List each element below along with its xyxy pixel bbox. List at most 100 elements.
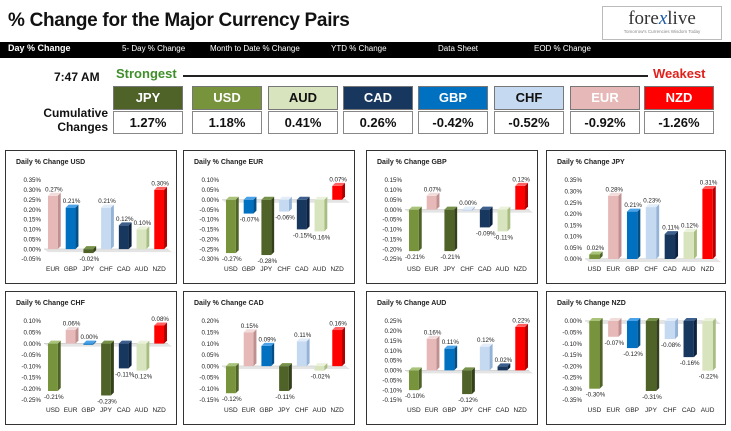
chart-title: Daily % Change EUR <box>194 159 263 166</box>
chart-svg-chf: Daily % Change CHF 0.10% 0.05% 0.00% -0.05% -… <box>16 300 172 414</box>
y-tick-label: -0.20% <box>199 236 219 243</box>
bar-jpy <box>462 367 475 395</box>
y-tick-label: 0.10% <box>23 318 41 325</box>
y-tick-label: -0.15% <box>199 227 219 234</box>
bar-front <box>589 254 600 259</box>
bar-top <box>279 363 292 367</box>
bar-side <box>436 335 440 371</box>
bar-side <box>253 196 257 214</box>
bar-chf <box>462 206 475 211</box>
bar-cad <box>479 206 493 228</box>
y-tick-label: 0.00% <box>564 318 582 325</box>
bar-side <box>471 206 475 211</box>
bar-front <box>626 211 638 259</box>
bar-top <box>47 192 61 196</box>
data-label-eur: 0.27% <box>45 186 63 193</box>
currency-box-jpy: JPY <box>113 86 183 110</box>
bar-side <box>712 186 716 259</box>
bar-front <box>65 330 76 344</box>
x-tick-label-eur: EUR <box>425 407 439 414</box>
bar-gbp <box>261 342 275 367</box>
bar-top <box>426 335 440 339</box>
bar-top <box>83 246 97 250</box>
y-tick-label: 0.15% <box>384 338 402 345</box>
tab-ytd-change[interactable]: YTD % Change <box>331 44 387 53</box>
bar-top <box>645 204 660 208</box>
x-tick-label-usd: USD <box>224 407 238 414</box>
bar-side <box>637 208 641 259</box>
bar-top <box>261 196 275 200</box>
bar-side <box>128 340 132 369</box>
bar-eur <box>65 327 79 344</box>
tab-data-sheet[interactable]: Data Sheet <box>438 44 479 53</box>
x-tick-label-usd: USD <box>46 407 60 414</box>
data-label-cad: 0.11% <box>662 225 680 232</box>
bar-cad <box>296 196 310 230</box>
data-label-jpy: -0.12% <box>458 397 478 404</box>
x-tick-label-aud: AUD <box>135 407 149 414</box>
cumulative-value-jpy: 1.27% <box>113 111 183 134</box>
y-tick-label: -0.15% <box>199 397 219 404</box>
bar-chf <box>645 204 660 259</box>
data-label-eur: 0.07% <box>424 186 442 193</box>
chart-svg-nzd: Daily % Change NZD 0.00% -0.05% -0.10% -0.15… <box>557 300 721 414</box>
bar-side <box>471 367 475 395</box>
bar-side <box>525 323 529 371</box>
bar-top <box>225 196 239 200</box>
tab-5-day-change[interactable]: 5- Day % Change <box>122 44 186 53</box>
bar-top <box>47 340 61 344</box>
bar-side <box>93 246 97 254</box>
bar-side <box>489 206 493 228</box>
bar-gbp <box>444 345 458 371</box>
bar-side <box>507 363 511 371</box>
chart-panel-aud: Daily % Change AUD 0.25% 0.20% 0.15% 0.10% 0.… <box>366 291 538 425</box>
x-tick-label-usd: USD <box>407 266 421 273</box>
y-tick-label: 0.05% <box>201 187 219 194</box>
x-tick-label-cad: CAD <box>663 266 677 273</box>
x-tick-label-aud: AUD <box>682 266 696 273</box>
bar-top <box>136 226 150 230</box>
y-tick-label: 0.10% <box>201 177 219 184</box>
tab-day-change[interactable]: Day % Change <box>8 43 71 53</box>
bar-front <box>154 325 165 344</box>
x-tick-label-jpy: JPY <box>461 407 474 414</box>
bar-top <box>626 208 641 212</box>
bar-nzd <box>515 323 529 371</box>
bar-top <box>314 196 328 200</box>
bar-usd <box>408 206 422 252</box>
bar-front <box>332 330 343 367</box>
data-label-chf: 0.23% <box>643 198 661 205</box>
y-tick-label: 0.05% <box>384 197 402 204</box>
x-tick-label-chf: CHF <box>478 407 491 414</box>
forexlive-logo[interactable]: forexlive Tomorrow's Currencies Wisdom T… <box>602 6 722 40</box>
y-tick-label: 0.25% <box>384 318 402 325</box>
tab-eod-change[interactable]: EOD % Change <box>534 44 591 53</box>
y-tick-label: 0.05% <box>384 358 402 365</box>
data-label-nzd: 0.30% <box>151 180 169 187</box>
data-label-eur: 0.28% <box>606 186 624 193</box>
bar-top <box>462 206 475 210</box>
data-label-eur: 0.06% <box>63 321 81 328</box>
bar-cad <box>118 340 132 369</box>
bar-side <box>342 182 346 200</box>
y-tick-label: 0.20% <box>201 318 219 325</box>
bar-front <box>645 321 657 391</box>
bar-side <box>128 222 132 250</box>
bar-top <box>314 363 328 367</box>
bar-eur <box>426 192 440 210</box>
bar-front <box>702 189 713 259</box>
bar-cad <box>683 318 697 358</box>
bar-jpy <box>444 206 458 252</box>
bar-side <box>637 318 641 349</box>
currency-box-aud: AUD <box>268 86 338 110</box>
bar-nzd <box>154 322 168 344</box>
currency-box-eur: EUR <box>570 86 640 110</box>
bar-side <box>57 192 61 250</box>
tab-month-to-date-change[interactable]: Month to Date % Change <box>210 44 300 53</box>
chart-title: Daily % Change AUD <box>377 300 446 307</box>
data-label-nzd: 0.07% <box>329 176 347 183</box>
data-label-aud: -0.02% <box>311 374 331 381</box>
chart-panel-gbp: Daily % Change GBP 0.15% 0.10% 0.05% 0.00% -0… <box>366 150 538 284</box>
y-tick-label: -0.25% <box>382 256 402 263</box>
bar-side <box>306 338 310 367</box>
